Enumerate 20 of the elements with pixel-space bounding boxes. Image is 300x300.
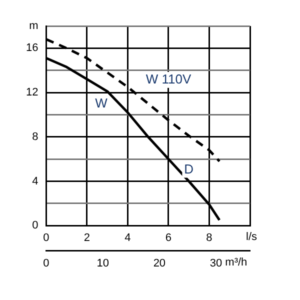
y-tick-label: 4 bbox=[32, 175, 38, 188]
x2-axis-title: m³/h bbox=[225, 256, 248, 268]
x2-tick-label: 0 bbox=[43, 257, 50, 270]
x-tick-label: 2 bbox=[84, 232, 90, 244]
x-tick-label: 8 bbox=[206, 232, 212, 244]
y-tick-label: 8 bbox=[32, 130, 38, 143]
x2-tick-label: 30 bbox=[210, 257, 222, 270]
x2-tick-label: 20 bbox=[153, 257, 166, 270]
annotation: D bbox=[184, 161, 194, 176]
y-tick-label: 0 bbox=[32, 220, 38, 232]
annotation: W 110V bbox=[146, 71, 192, 86]
x2-tick-label: 10 bbox=[96, 257, 109, 270]
y-axis-title: m bbox=[29, 20, 38, 32]
x-axis-title: l/s bbox=[246, 231, 258, 244]
x-tick-label: 4 bbox=[124, 232, 131, 244]
y-tick-label: 12 bbox=[26, 86, 38, 99]
y-tick-label: 16 bbox=[26, 42, 38, 54]
x-tick-label: 6 bbox=[165, 232, 172, 244]
x-tick-label: 0 bbox=[43, 232, 50, 244]
annotation: W bbox=[95, 95, 108, 110]
